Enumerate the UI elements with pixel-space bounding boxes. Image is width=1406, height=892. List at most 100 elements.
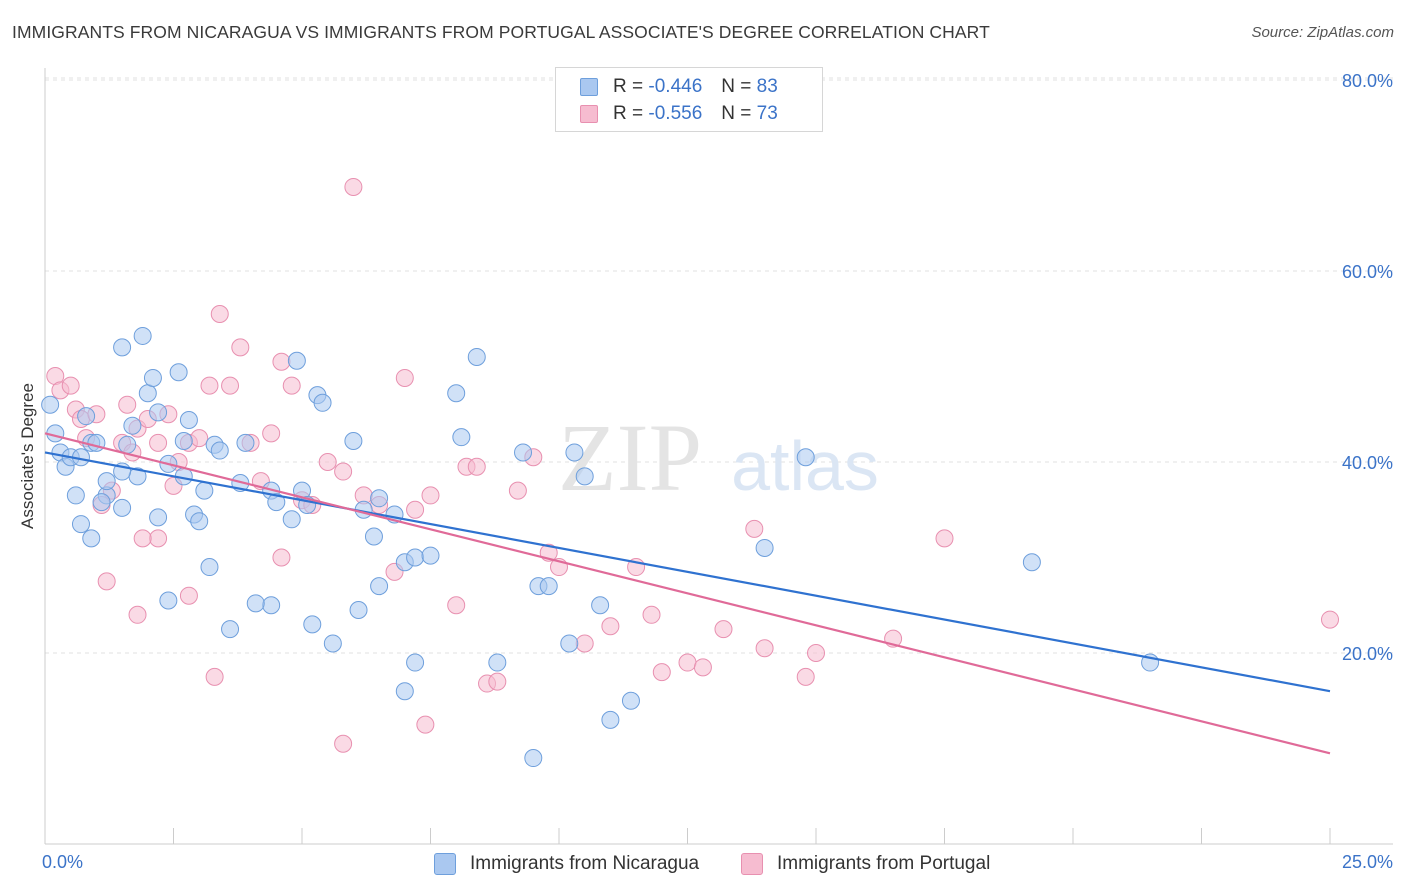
nicaragua-point [313, 393, 332, 412]
nicaragua-point [1022, 553, 1041, 572]
nicaragua-point [143, 368, 162, 387]
nicaragua-point [195, 481, 214, 500]
nicaragua-point [169, 363, 188, 382]
legend-r-label: R = [613, 76, 644, 97]
portugal-point [395, 368, 414, 387]
nicaragua-point [406, 548, 425, 567]
portugal-point [128, 605, 147, 624]
stats-legend: R = -0.446 N = 83 R = -0.556 N = 73 [555, 67, 823, 132]
x-tick-label-max: 25.0% [1342, 852, 1393, 872]
y-tick-label: 40.0% [1342, 453, 1393, 473]
portugal-point [796, 667, 815, 686]
nicaragua-point [755, 538, 774, 557]
portugal-point [272, 352, 291, 371]
nicaragua-point [200, 558, 219, 577]
nicaragua-point [539, 577, 558, 596]
nicaragua-point [236, 433, 255, 452]
nicaragua-point [267, 493, 286, 512]
y-tick-label: 80.0% [1342, 71, 1393, 91]
nicaragua-point [138, 384, 157, 403]
nicaragua-point [149, 508, 168, 527]
nicaragua-point [149, 403, 168, 422]
nicaragua-point [287, 351, 306, 370]
legend-n-label: N = [721, 76, 752, 97]
nicaragua-point [174, 431, 193, 450]
portugal-point [334, 462, 353, 481]
y-tick-label: 60.0% [1342, 262, 1393, 282]
nicaragua-point [71, 515, 90, 534]
portugal-point [416, 715, 435, 734]
nicaragua-point [92, 493, 111, 512]
portugal-point [231, 338, 250, 357]
portugal-point [262, 424, 281, 443]
nicaragua-point [601, 710, 620, 729]
watermark: ZIP atlas [558, 404, 879, 511]
portugal-point [467, 457, 486, 476]
portugal-point [205, 667, 224, 686]
portugal-point [118, 395, 137, 414]
portugal-point [642, 605, 661, 624]
nicaragua-point [179, 410, 198, 429]
gridlines [45, 77, 1393, 654]
nicaragua-point [575, 467, 594, 486]
nicaragua-point [87, 433, 106, 452]
y-axis-label: Associate's Degree [18, 383, 37, 529]
legend-n-label: N = [721, 103, 752, 124]
portugal-point [601, 617, 620, 636]
nicaragua-point [467, 347, 486, 366]
bottom-legend-label-nicaragua: Immigrants from Nicaragua [470, 853, 700, 874]
bottom-legend-nicaragua: Immigrants from Nicaragua [434, 851, 699, 877]
legend-r-value-portugal: -0.556 [648, 103, 703, 124]
nicaragua-point [395, 682, 414, 701]
nicaragua-point [488, 653, 507, 672]
portugal-point [318, 453, 337, 471]
legend-n-value-nicaragua: 83 [756, 76, 778, 97]
nicaragua-point [349, 601, 368, 620]
portugal-point [200, 376, 219, 395]
portugal-point [447, 596, 466, 615]
nicaragua-point [159, 591, 178, 610]
legend-swatch-portugal [580, 105, 598, 123]
bottom-legend-swatch-portugal [741, 853, 763, 875]
portugal-point [807, 644, 825, 662]
portugal-point [488, 672, 507, 691]
portugal-point [149, 529, 168, 548]
portugal-point [745, 519, 764, 538]
source-label: Source: ZipAtlas.com [1251, 24, 1394, 41]
portugal-point [344, 177, 363, 196]
nicaragua-point [210, 441, 229, 460]
nicaragua-point [123, 416, 142, 435]
bottom-legend-label-portugal: Immigrants from Portugal [777, 853, 991, 874]
nicaragua-point [82, 529, 101, 548]
nicaragua-point [560, 634, 579, 653]
nicaragua-point [303, 615, 322, 634]
nicaragua-point [565, 443, 584, 462]
nicaragua-point [452, 428, 471, 447]
nicaragua-points [41, 326, 1160, 768]
nicaragua-point [364, 527, 383, 546]
portugal-point [149, 433, 168, 452]
portugal-point [334, 734, 353, 753]
nicaragua-point [421, 546, 440, 565]
legend-row-nicaragua: R = -0.446 N = 83 [580, 74, 778, 100]
y-tick-label: 20.0% [1342, 644, 1393, 664]
nicaragua-point [406, 653, 425, 672]
legend-n-value-portugal: 73 [756, 103, 778, 124]
legend-r-value-nicaragua: -0.446 [648, 76, 703, 97]
portugal-point [282, 376, 301, 395]
nicaragua-point [282, 510, 301, 529]
nicaragua-point [514, 443, 533, 462]
portugal-point [935, 529, 954, 548]
nicaragua-point [796, 448, 815, 467]
bottom-legend-swatch-nicaragua [434, 853, 456, 875]
nicaragua-point [97, 472, 116, 491]
axes: 20.0% 40.0% 60.0% 80.0% 0.0% 25.0% [42, 68, 1393, 872]
nicaragua-point [190, 512, 209, 531]
nicaragua-trend-line [44, 451, 1331, 693]
nicaragua-point [113, 498, 132, 517]
watermark-zip: ZIP [558, 404, 702, 511]
trend-lines [44, 432, 1331, 755]
nicaragua-point [221, 620, 240, 639]
bottom-legend-portugal: Immigrants from Portugal [741, 851, 990, 877]
